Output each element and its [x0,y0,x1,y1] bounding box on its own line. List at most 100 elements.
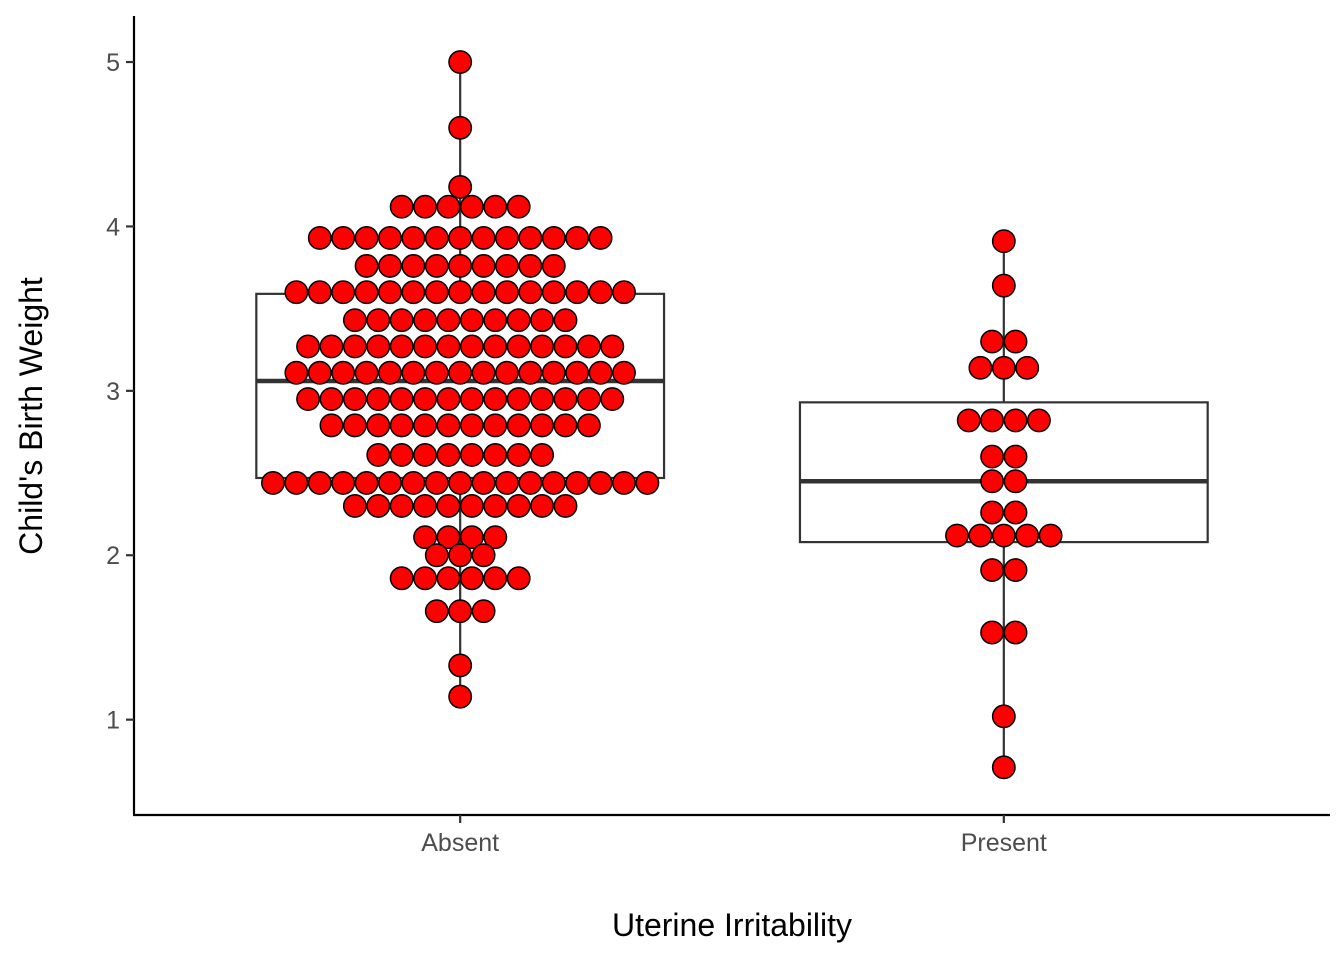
data-point [424,470,449,495]
data-point [588,470,613,495]
dots-layer [261,50,1063,780]
data-point [471,280,496,305]
data-point [459,443,484,467]
data-point [483,525,508,550]
data-point [424,253,449,278]
data-point [331,470,356,495]
data-point [588,225,613,250]
data-point [495,225,519,250]
data-point [565,470,590,495]
data-point [483,566,508,591]
data-point [1003,329,1028,354]
data-point [968,523,993,548]
data-point [459,308,484,333]
data-point [366,413,391,438]
y-tick-label: 3 [106,378,120,406]
data-point [506,194,531,219]
data-point [354,360,379,385]
data-point [448,225,473,250]
data-point [378,470,402,495]
data-point [436,566,461,591]
data-point [471,599,496,624]
data-point [448,684,473,709]
data-point [483,443,508,467]
data-point [991,273,1016,298]
data-point [389,334,414,359]
data-point [612,360,636,385]
data-point [436,493,461,518]
data-point [518,225,543,250]
data-point [459,194,484,219]
data-point [448,360,473,385]
data-point [483,413,508,438]
data-point [483,334,508,359]
data-point [530,334,555,359]
data-point [319,413,344,438]
data-point [506,413,531,438]
data-point [413,387,438,412]
data-point [991,229,1016,254]
data-point [1003,408,1028,433]
data-point [413,413,438,438]
data-point [342,387,367,412]
data-point [448,50,473,74]
data-point [378,225,402,250]
data-point [459,525,484,550]
data-point [331,360,356,385]
data-point [366,387,391,412]
data-point [424,360,449,385]
data-point [401,360,426,385]
data-point [1026,408,1051,433]
data-point [459,334,484,359]
data-point [448,653,473,678]
data-point [436,443,461,467]
data-point [378,360,402,385]
data-point [307,360,332,385]
data-point [553,387,578,412]
data-point [576,334,601,359]
data-point [342,493,367,518]
data-point [413,194,438,219]
data-point [378,280,402,305]
data-point [541,225,566,250]
data-point [448,599,473,624]
data-point [576,413,601,438]
plot-area [255,50,1209,780]
data-point [389,566,414,591]
data-point [459,566,484,591]
data-point [284,470,309,495]
data-point [541,280,566,305]
data-point [413,443,438,467]
data-point [296,334,321,359]
data-point [1015,523,1040,548]
data-point [565,360,590,385]
data-point [483,194,508,219]
data-point [448,280,473,305]
data-point [980,408,1005,433]
data-point [506,387,531,412]
data-point [518,280,543,305]
data-point [436,387,461,412]
data-point [495,470,519,495]
data-point [635,470,660,495]
data-point [413,334,438,359]
data-point [331,225,356,250]
data-point [980,444,1005,469]
data-point [565,280,590,305]
data-point [459,413,484,438]
data-point [413,493,438,518]
data-point [506,493,531,518]
data-point [471,360,496,385]
data-point [553,308,578,333]
data-point [331,280,356,305]
data-point [401,253,426,278]
data-point [530,413,555,438]
data-point [495,253,519,278]
data-point [956,408,981,433]
data-point [436,413,461,438]
data-point [980,469,1005,494]
data-point [389,387,414,412]
data-point [284,280,309,305]
x-tick-label: Present [961,829,1047,857]
